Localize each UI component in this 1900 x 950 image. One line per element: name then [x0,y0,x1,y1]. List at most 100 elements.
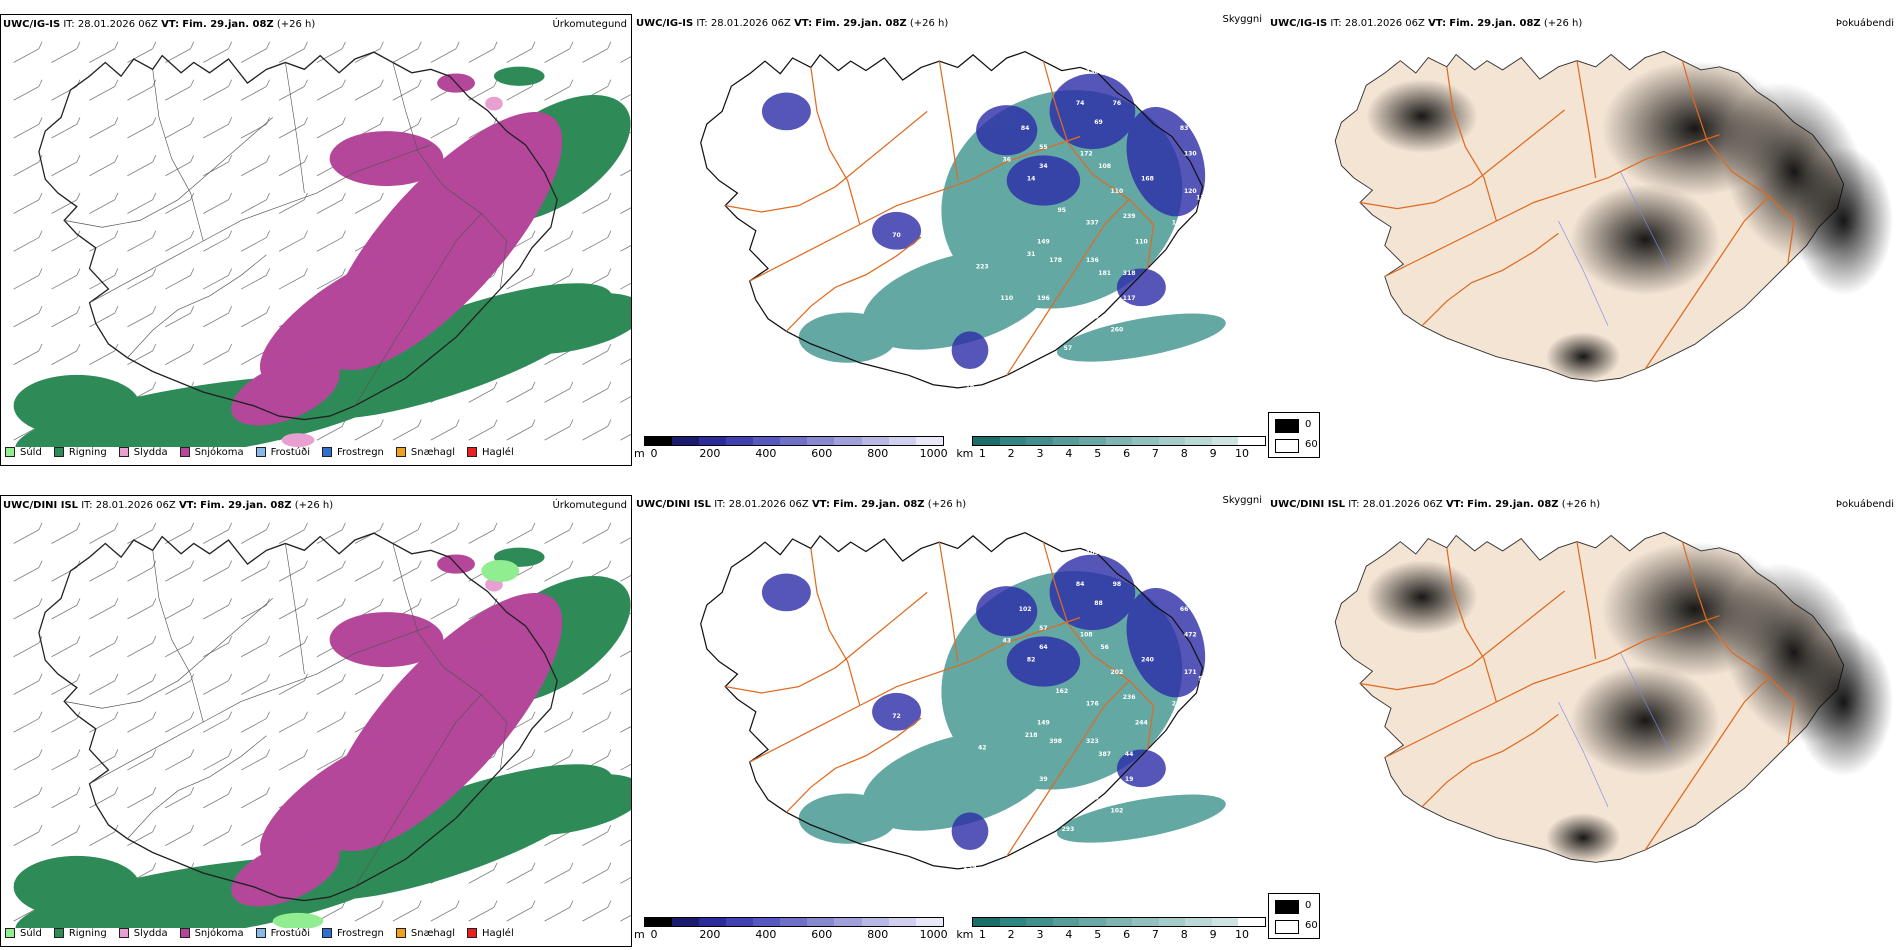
roads [725,60,1155,376]
cloud-base-label: 176 [1086,700,1099,707]
panel-title: Úrkomutegund [552,19,627,30]
cloud-base-label: 69 [1094,119,1103,126]
cloud-base-label: 152 [1208,257,1221,264]
fog-legend-label: 60 [1305,439,1318,450]
colorbar-tick: 5 [1094,928,1102,941]
legend-swatch [179,447,190,457]
colorbar-tick: 10 [1234,928,1249,941]
colorbar-tick: 200 [699,928,721,941]
colorbar-tick: 1 [978,447,986,460]
legend-label: Haglél [482,927,514,939]
fog-legend-label: 0 [1305,419,1312,430]
colorbar-tick: 400 [755,447,777,460]
cloud-base-label: 223 [976,263,989,270]
legend-swatch [5,447,15,457]
legend-label: Haglél [482,446,514,458]
legend-swatch [467,928,478,938]
legend-label: Rigning [68,446,107,458]
visibility-panel: UWC/DINI ISL IT: 28.01.2026 06Z VT: Fim.… [634,495,1266,947]
cloud-base-label: 57 [1039,625,1048,632]
legend-swatch [395,928,406,938]
legend-item: Frostregn [322,928,384,939]
legend-swatch [255,447,266,457]
legend-item: Haglél [467,447,514,458]
legend-swatch [118,928,129,938]
legend-swatch [395,447,406,457]
legend-item: Súld [5,447,42,458]
cloud-base-label: 42 [978,744,987,751]
colorbar-tick: 1000 [919,928,948,941]
precip-legend: Súld Rigning Slydda Snjókoma Frostúði Frostre… [5,443,526,461]
cloud-base-label: 34 [1039,163,1048,170]
coastline [38,51,558,421]
cloud-base-label: 131 [1196,194,1209,201]
cloud-base-label: 76 [1113,100,1122,107]
cloud-base-label: 178 [1049,257,1062,264]
fog-indicator-panel: UWC/IG-IS IT: 28.01.2026 06Z VT: Fim. 29… [1268,14,1898,444]
colorbar-unit: m [634,928,645,941]
colorbar-tick: 0 [650,447,658,460]
cloud-base-label: 74 [1076,100,1085,107]
cloud-base-label: 162 [1055,688,1068,695]
cloud-base-label: 44 [1125,751,1134,758]
precip-type-panel: UWC/IG-IS IT: 28.01.2026 06Z VT: Fim. 29… [0,14,632,466]
visibility-colorbar: km 1 2 3 4 5 6 7 8 9 10 [956,917,1266,947]
colorbar-tick: 10 [1234,447,1249,460]
low-ceiling-areas [761,554,1206,851]
colorbar-tick: 800 [867,928,889,941]
cloud-base-label: 43 [1002,638,1011,645]
cloud-base-label: 181 [1098,270,1111,277]
cloud-base-label: 103 [1086,550,1099,557]
cloud-base-label: 98 [1113,581,1122,588]
cloud-base-label: 323 [1086,738,1099,745]
legend-item: Rigning [53,446,107,458]
sleet-areas [281,96,503,447]
precip-map [13,41,631,447]
panel-title: Þokuábendi [1835,18,1894,29]
precip-legend: Súld Rigning Slydda Snjókoma Frostúði Frostre… [5,924,526,942]
roads [64,62,507,406]
cloud-base-label: 84 [1021,125,1030,132]
cloud-base-label: 240 [1141,656,1154,663]
cloud-base-label: 57 [1064,345,1073,352]
precip-map [13,522,631,928]
cloud-base-label: 83 [1180,125,1189,132]
panel-header: UWC/DINI ISL IT: 28.01.2026 06Z VT: Fim.… [636,499,967,510]
fog-legend-swatch [1275,920,1299,934]
cloud-base-label: 110 [1000,295,1013,302]
panel-header: UWC/IG-IS IT: 28.01.2026 06Z VT: Fim. 29… [3,19,316,30]
cloud-base-label: 236 [1123,694,1136,701]
snow-areas [231,73,563,426]
cloud-base-label: 284 [1172,700,1185,707]
cloud-base-label: 130 [1184,150,1197,157]
coastline [38,532,558,902]
legend-item: Frostúði [255,447,310,458]
cloud-base-label: 136 [1086,257,1099,264]
fog-areas [1366,541,1894,863]
colorbar-tick: 2 [1007,928,1015,941]
legend-item: Haglél [467,928,514,939]
cloud-base-label: 183 [1086,795,1099,802]
fog-map [1334,50,1894,382]
panel-title: Skyggni [1222,14,1262,25]
colorbar-tick: 7 [1151,928,1159,941]
colorbar-unit: m [634,447,645,460]
cloud-base-label: 276 [945,364,958,371]
colorbar-tick: 4 [1065,447,1073,460]
cloud-base-label: 138 [1196,232,1209,239]
cloud-base-label: 108 [1098,163,1111,170]
fog-legend-label: 60 [1305,920,1318,931]
low-ceiling-areas [761,73,1206,370]
legend-swatch [53,928,64,938]
colorbar-tick: 3 [1036,928,1044,941]
cloud-base-label: 102 [1019,606,1032,613]
cloud-base-label: 95 [1058,207,1067,214]
legend-swatch [322,447,332,457]
precip-type-panel: UWC/DINI ISL IT: 28.01.2026 06Z VT: Fim.… [0,495,632,947]
legend-swatch [322,928,332,938]
cloud-base-label: 110 [1135,238,1148,245]
ceiling-colorbar: m 0 200 400 600 800 1000 [634,436,948,466]
